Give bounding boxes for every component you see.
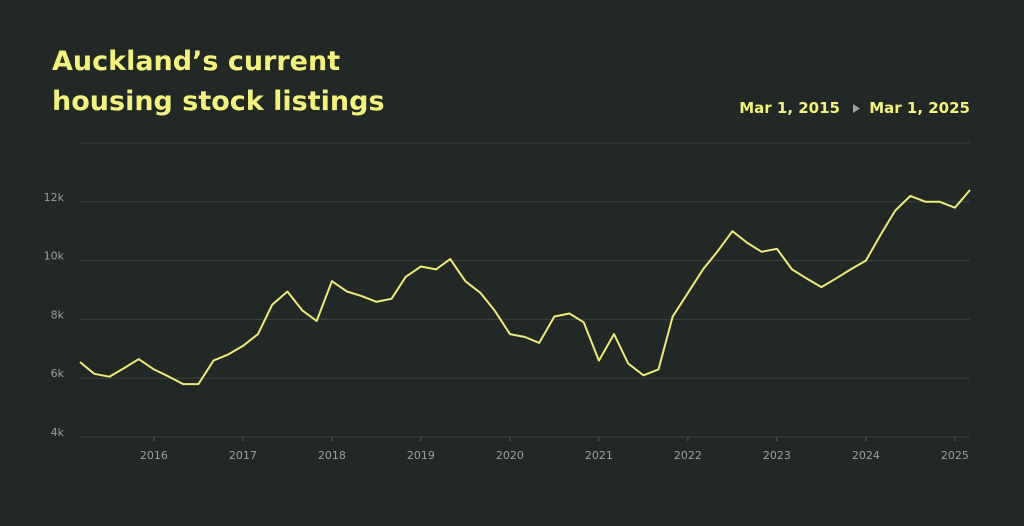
y-tick-label: 12k [44, 191, 65, 204]
y-tick-label: 6k [51, 367, 65, 380]
title-line: housing stock listings [52, 86, 385, 117]
line [79, 189, 971, 386]
x-tick-label: 2024 [852, 449, 880, 462]
x-tick-label: 2020 [496, 449, 524, 462]
y-tick-label: 10k [44, 250, 65, 263]
range-start: Mar 1, 2015 [739, 99, 840, 117]
arrow-icon [853, 104, 860, 113]
x-tick-label: 2016 [140, 449, 168, 462]
x-tick-label: 2019 [407, 449, 435, 462]
x-tick-label: 2025 [941, 449, 969, 462]
y-tick-label: 4k [51, 426, 65, 439]
x-tick-label: 2018 [318, 449, 346, 462]
x-tick-label: 2017 [229, 449, 257, 462]
title-line: Auckland’s current [52, 46, 340, 77]
range-end: Mar 1, 2025 [869, 99, 970, 117]
x-tick-label: 2023 [763, 449, 791, 462]
x-tick-label: 2022 [674, 449, 702, 462]
x-tick-label: 2021 [585, 449, 613, 462]
y-tick-label: 8k [51, 308, 65, 321]
